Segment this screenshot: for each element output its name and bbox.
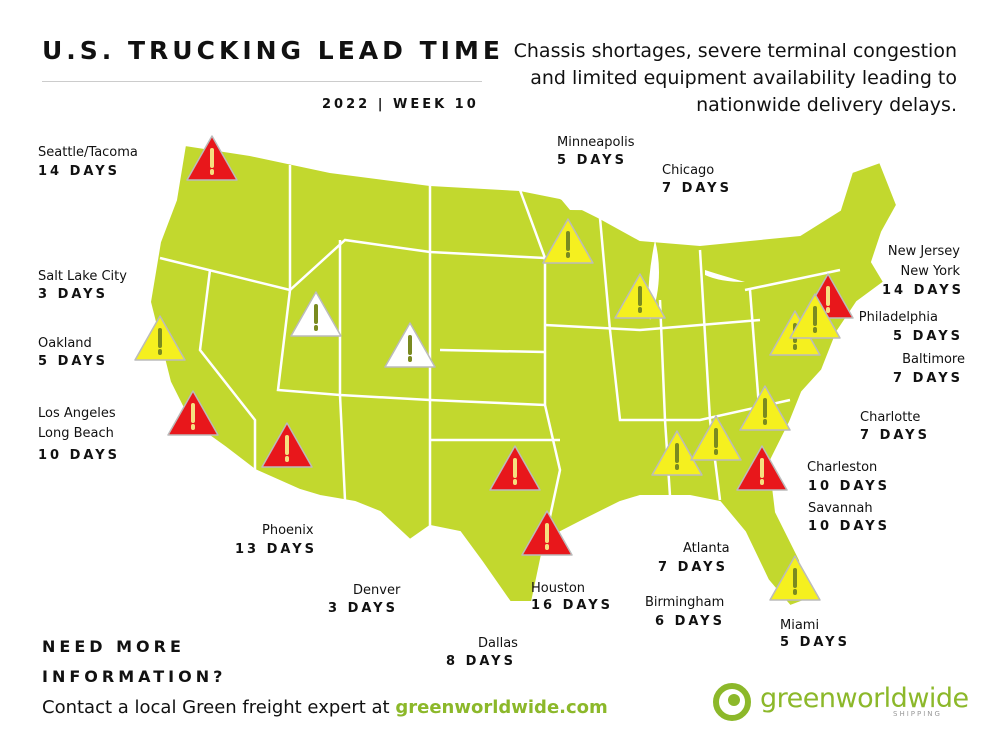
title: U.S. TRUCKING LEAD TIME	[42, 36, 504, 65]
location-name: Phoenix	[262, 523, 314, 538]
lead-time: 7 DAYS	[658, 560, 728, 575]
location-name: Denver	[353, 583, 401, 598]
lead-time: 6 DAYS	[655, 614, 725, 629]
lead-time: 5 DAYS	[38, 354, 108, 369]
location-name: Atlanta	[683, 541, 730, 556]
us-outline	[148, 143, 899, 608]
lead-time: 16 DAYS	[531, 598, 614, 613]
location-name: Savannah	[808, 501, 873, 516]
lead-time: 10 DAYS	[38, 448, 121, 463]
subtitle: 2022 | WEEK 10	[322, 97, 479, 112]
lead-time: 8 DAYS	[446, 654, 516, 669]
lead-time: 14 DAYS	[881, 283, 964, 298]
warning-icons	[134, 135, 854, 601]
logo: greenworldwide	[760, 683, 969, 714]
lead-time: 3 DAYS	[328, 601, 398, 616]
location-name: Charleston	[807, 460, 878, 475]
location-name: Birmingham	[645, 595, 725, 610]
location-name: Houston	[531, 581, 586, 596]
contact: Contact a local Green freight expert at …	[42, 697, 608, 718]
lead-time: 7 DAYS	[860, 428, 930, 443]
logo-sub: SHIPPING	[893, 710, 942, 718]
logo-icon	[713, 683, 751, 721]
location-name: Philadelphia	[858, 310, 938, 325]
link[interactable]: greenworldwide.com	[395, 697, 608, 718]
location-name: Los Angeles Long Beach	[38, 406, 116, 441]
contact-text: Contact a local Green freight expert at	[42, 697, 390, 718]
lead-time: 5 DAYS	[893, 329, 963, 344]
location-name: Minneapolis	[557, 135, 635, 150]
lead-time: 7 DAYS	[893, 371, 963, 386]
lead-time: 14 DAYS	[38, 164, 121, 179]
location-name: Seattle/Tacoma	[38, 145, 138, 160]
location-name: New Jersey New York	[887, 244, 960, 279]
cta: NEED MORE INFORMATION?	[42, 637, 227, 686]
lead-time: 13 DAYS	[235, 542, 318, 557]
lead-time: 10 DAYS	[808, 519, 891, 534]
location-name: Salt Lake City	[38, 269, 127, 284]
lead-time: 7 DAYS	[662, 181, 732, 196]
description: Chassis shortages, severe terminal conge…	[513, 40, 957, 116]
lead-time: 5 DAYS	[780, 635, 850, 650]
lead-time: 3 DAYS	[38, 287, 108, 302]
divider	[42, 81, 482, 82]
location-name: Charlotte	[860, 410, 921, 425]
location-name: Chicago	[662, 163, 715, 178]
location-name: Miami	[780, 618, 820, 633]
location-name: Dallas	[478, 636, 518, 651]
lead-time: 10 DAYS	[808, 479, 891, 494]
lead-time: 5 DAYS	[557, 153, 627, 168]
location-name: Baltimore	[902, 352, 965, 367]
location-name: Oakland	[38, 336, 92, 351]
